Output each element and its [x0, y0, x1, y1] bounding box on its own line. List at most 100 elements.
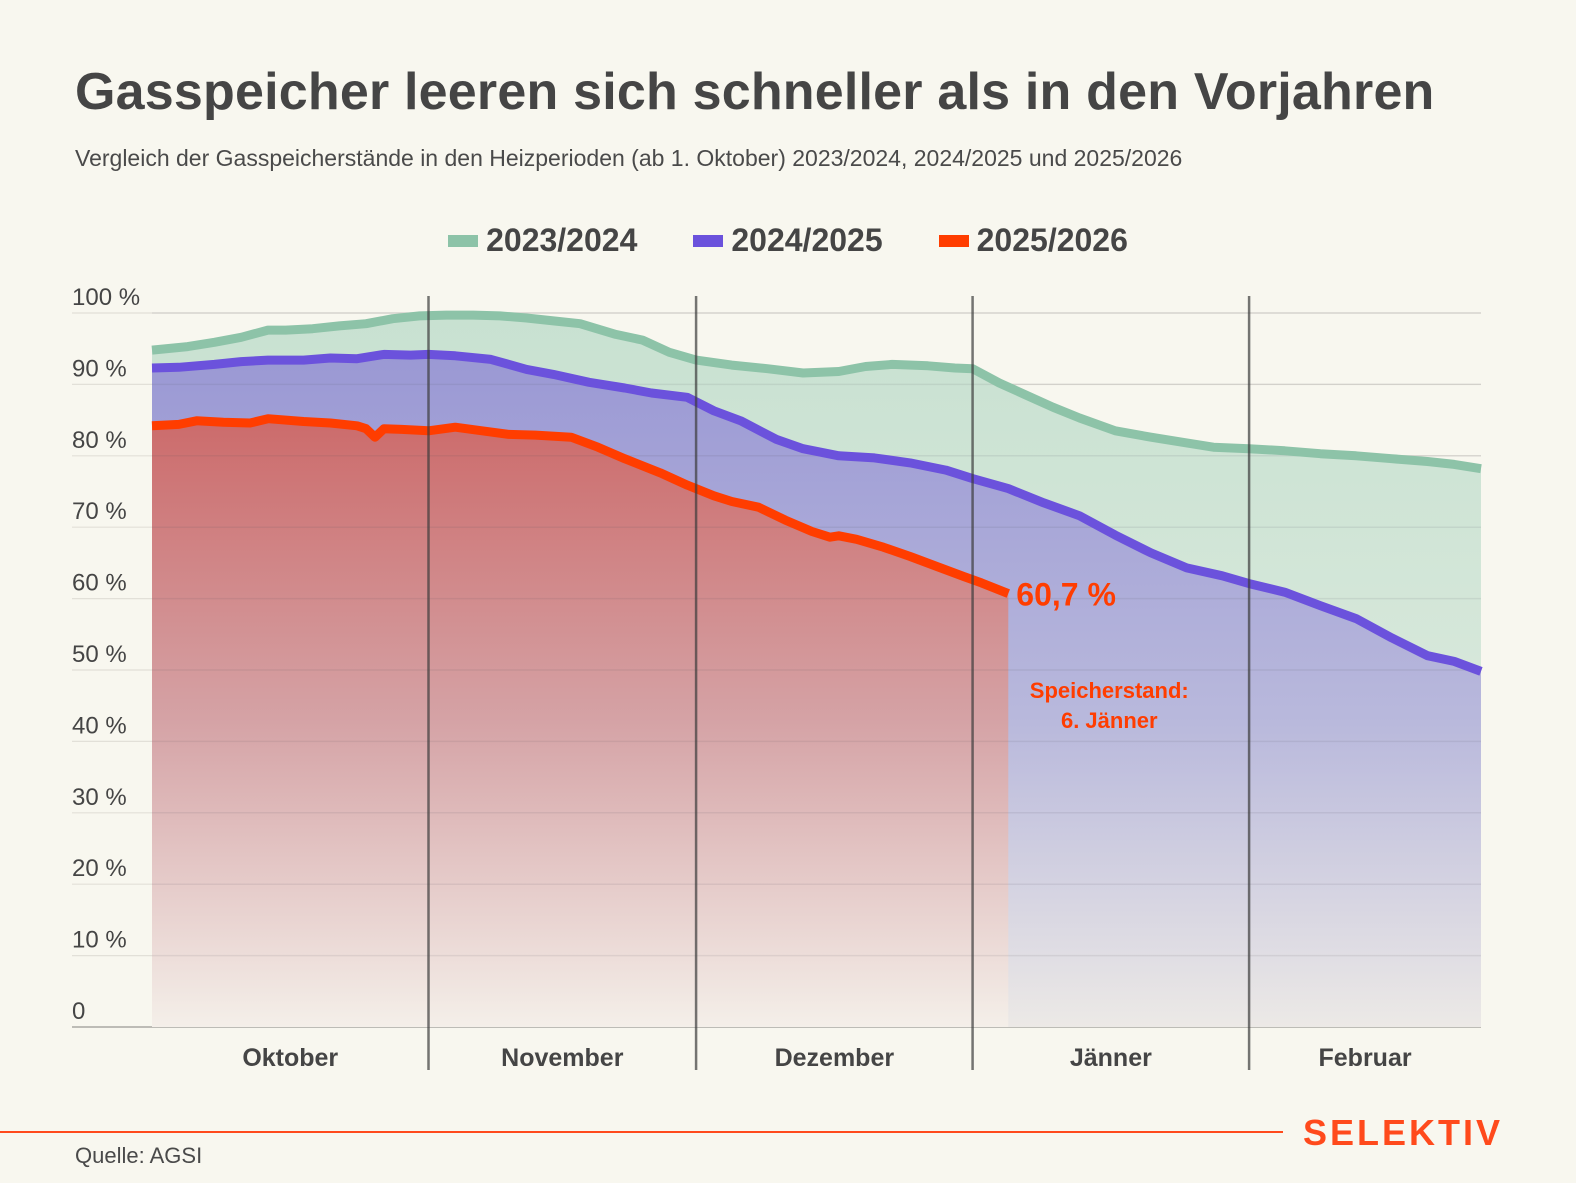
point-2024-2025 [1320, 605, 1321, 606]
legend-item-2024-2025[interactable]: 2024/2025 [693, 222, 883, 259]
point-2025-2026 [660, 472, 661, 473]
point-2023-2024 [1151, 437, 1152, 438]
point-2024-2025 [1151, 552, 1152, 553]
annotation-label-line2: 6. Jänner [1061, 708, 1158, 733]
point-2025-2026 [713, 495, 714, 496]
point-2023-2024 [526, 318, 527, 319]
point-2023-2024 [152, 350, 153, 351]
point-2023-2024 [580, 323, 581, 324]
point-2024-2025 [910, 462, 911, 463]
point-2023-2024 [928, 365, 929, 366]
point-2024-2025 [526, 369, 527, 370]
point-2025-2026 [196, 420, 197, 421]
point-2023-2024 [1454, 464, 1455, 465]
point-2023-2024 [499, 315, 500, 316]
point-2024-2025 [455, 355, 456, 356]
point-2023-2024 [731, 365, 732, 366]
point-2025-2026 [812, 531, 813, 532]
point-2024-2025 [1356, 618, 1357, 619]
point-2023-2024 [954, 368, 955, 369]
point-2025-2026 [883, 547, 884, 548]
point-2025-2026 [856, 539, 857, 540]
y-tick-label: 80 % [72, 427, 127, 454]
y-tick-label: 20 % [72, 855, 127, 882]
point-2024-2025 [1391, 637, 1392, 638]
y-tick-label: 10 % [72, 927, 127, 954]
point-2024-2025 [1481, 671, 1482, 672]
point-2025-2026 [330, 423, 331, 424]
source-note: Quelle: AGSI [75, 1143, 203, 1168]
point-2025-2026 [178, 424, 179, 425]
point-2024-2025 [624, 388, 625, 389]
area-2025-2026 [152, 418, 1009, 1027]
legend-item-2023-2024[interactable]: 2023/2024 [448, 222, 637, 259]
point-2025-2026 [758, 507, 759, 508]
legend-label-2024-2025: 2024/2025 [731, 222, 883, 258]
point-2025-2026 [910, 556, 911, 557]
point-2025-2026 [455, 427, 456, 428]
point-2024-2025 [1454, 661, 1455, 662]
point-2024-2025 [874, 457, 875, 458]
point-2023-2024 [803, 373, 804, 374]
point-2024-2025 [713, 410, 714, 411]
line-2023-2024 [151, 310, 1482, 474]
point-2023-2024 [1079, 418, 1080, 419]
point-2023-2024 [187, 346, 188, 347]
point-2025-2026 [687, 485, 688, 486]
legend-swatch-2023-2024 [448, 234, 479, 247]
point-2024-2025 [178, 367, 179, 368]
x-tick-label-dezember: Dezember [775, 1044, 895, 1072]
point-2024-2025 [330, 358, 331, 359]
point-2023-2024 [312, 328, 313, 329]
point-2023-2024 [1391, 458, 1392, 459]
y-tick-label: 0 [72, 998, 85, 1025]
point-2025-2026 [598, 447, 599, 448]
point-2023-2024 [669, 352, 670, 353]
point-2025-2026 [624, 458, 625, 459]
point-2024-2025 [214, 364, 215, 365]
point-2023-2024 [473, 315, 474, 316]
point-2024-2025 [740, 420, 741, 421]
legend-item-2025-2026[interactable]: 2025/2026 [938, 222, 1128, 259]
y-tick-label: 50 % [72, 641, 127, 668]
point-2025-2026 [963, 576, 964, 577]
x-tick-label-november: November [501, 1044, 624, 1072]
point-2023-2024 [999, 383, 1000, 384]
point-2024-2025 [152, 368, 153, 369]
point-2024-2025 [383, 354, 384, 355]
point-2024-2025 [1043, 502, 1044, 503]
point-2024-2025 [1115, 535, 1116, 536]
point-2024-2025 [553, 374, 554, 375]
point-2024-2025 [945, 470, 946, 471]
footer-divider [0, 1131, 1283, 1133]
y-tick-label: 40 % [72, 712, 127, 739]
point-2024-2025 [268, 360, 269, 361]
point-2025-2026 [152, 425, 153, 426]
point-2023-2024 [366, 323, 367, 324]
point-2024-2025 [838, 455, 839, 456]
point-2024-2025 [687, 397, 688, 398]
point-2025-2026 [223, 422, 224, 423]
point-2025-2026 [571, 437, 572, 438]
legend-swatch-2024-2025 [693, 234, 724, 247]
point-2023-2024 [1026, 395, 1027, 396]
y-tick-label: 30 % [72, 784, 127, 811]
point-2023-2024 [419, 315, 420, 316]
point-2024-2025 [651, 393, 652, 394]
point-2024-2025 [803, 448, 804, 449]
y-tick-label: 60 % [72, 570, 127, 597]
brand-logo[interactable]: SELEKTIV [1303, 1112, 1504, 1153]
point-2025-2026 [375, 437, 376, 438]
annotation-layer: 60,7 % Speicherstand: 6. Jänner [1016, 577, 1188, 733]
point-2024-2025 [589, 382, 590, 383]
point-2025-2026 [936, 566, 937, 567]
point-2024-2025 [1079, 515, 1080, 516]
annotation-label-line1: Speicherstand: [1030, 678, 1189, 703]
legend: 2023/2024 2024/2025 2025/2026 [0, 222, 1576, 259]
point-2023-2024 [1115, 430, 1116, 431]
y-tick-label: 70 % [72, 498, 127, 525]
line-2025-2026 [151, 414, 1010, 598]
point-2023-2024 [392, 318, 393, 319]
point-2023-2024 [892, 364, 893, 365]
